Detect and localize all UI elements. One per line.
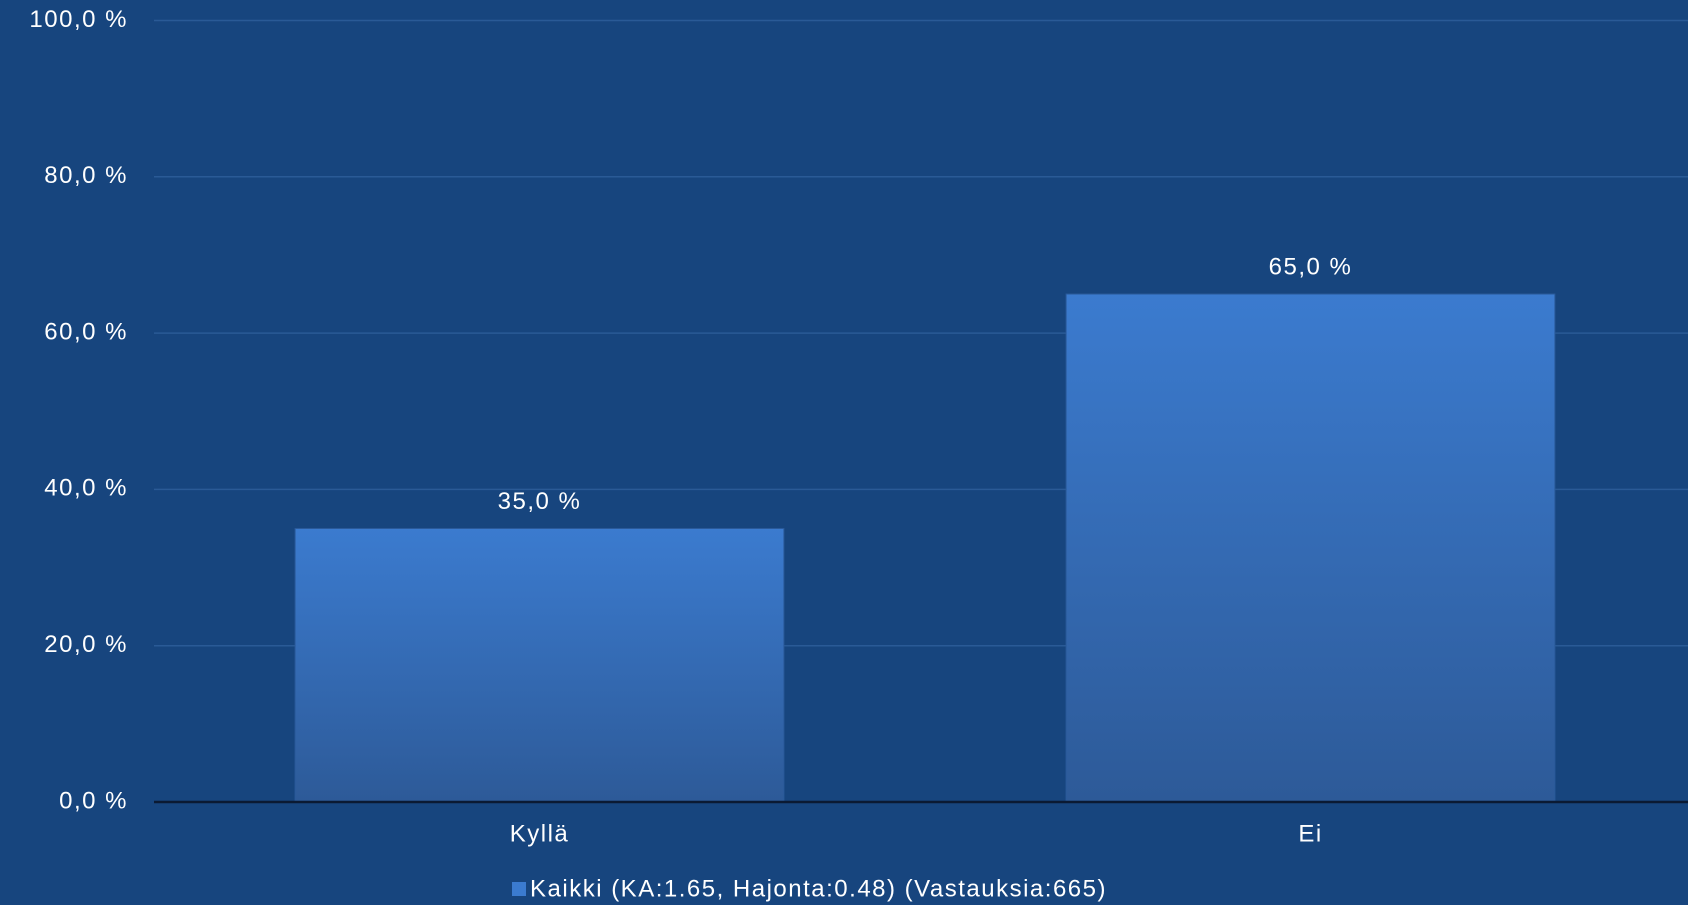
x-tick-label: Ei: [1298, 820, 1322, 847]
bar: [1065, 293, 1556, 803]
y-tick-label: 100,0 %: [29, 6, 128, 33]
x-tick-label: Kyllä: [510, 820, 570, 847]
value-label: 35,0 %: [498, 488, 582, 515]
legend-label: Kaikki (KA:1.65, Hajonta:0.48) (Vastauks…: [530, 875, 1107, 902]
legend-swatch: [512, 882, 526, 896]
y-tick-label: 20,0 %: [44, 631, 128, 658]
y-tick-label: 0,0 %: [59, 787, 128, 814]
value-label: 65,0 %: [1269, 253, 1353, 280]
y-tick-label: 60,0 %: [44, 318, 128, 345]
bar: [294, 527, 785, 803]
y-tick-label: 40,0 %: [44, 475, 128, 502]
y-tick-label: 80,0 %: [44, 162, 128, 189]
